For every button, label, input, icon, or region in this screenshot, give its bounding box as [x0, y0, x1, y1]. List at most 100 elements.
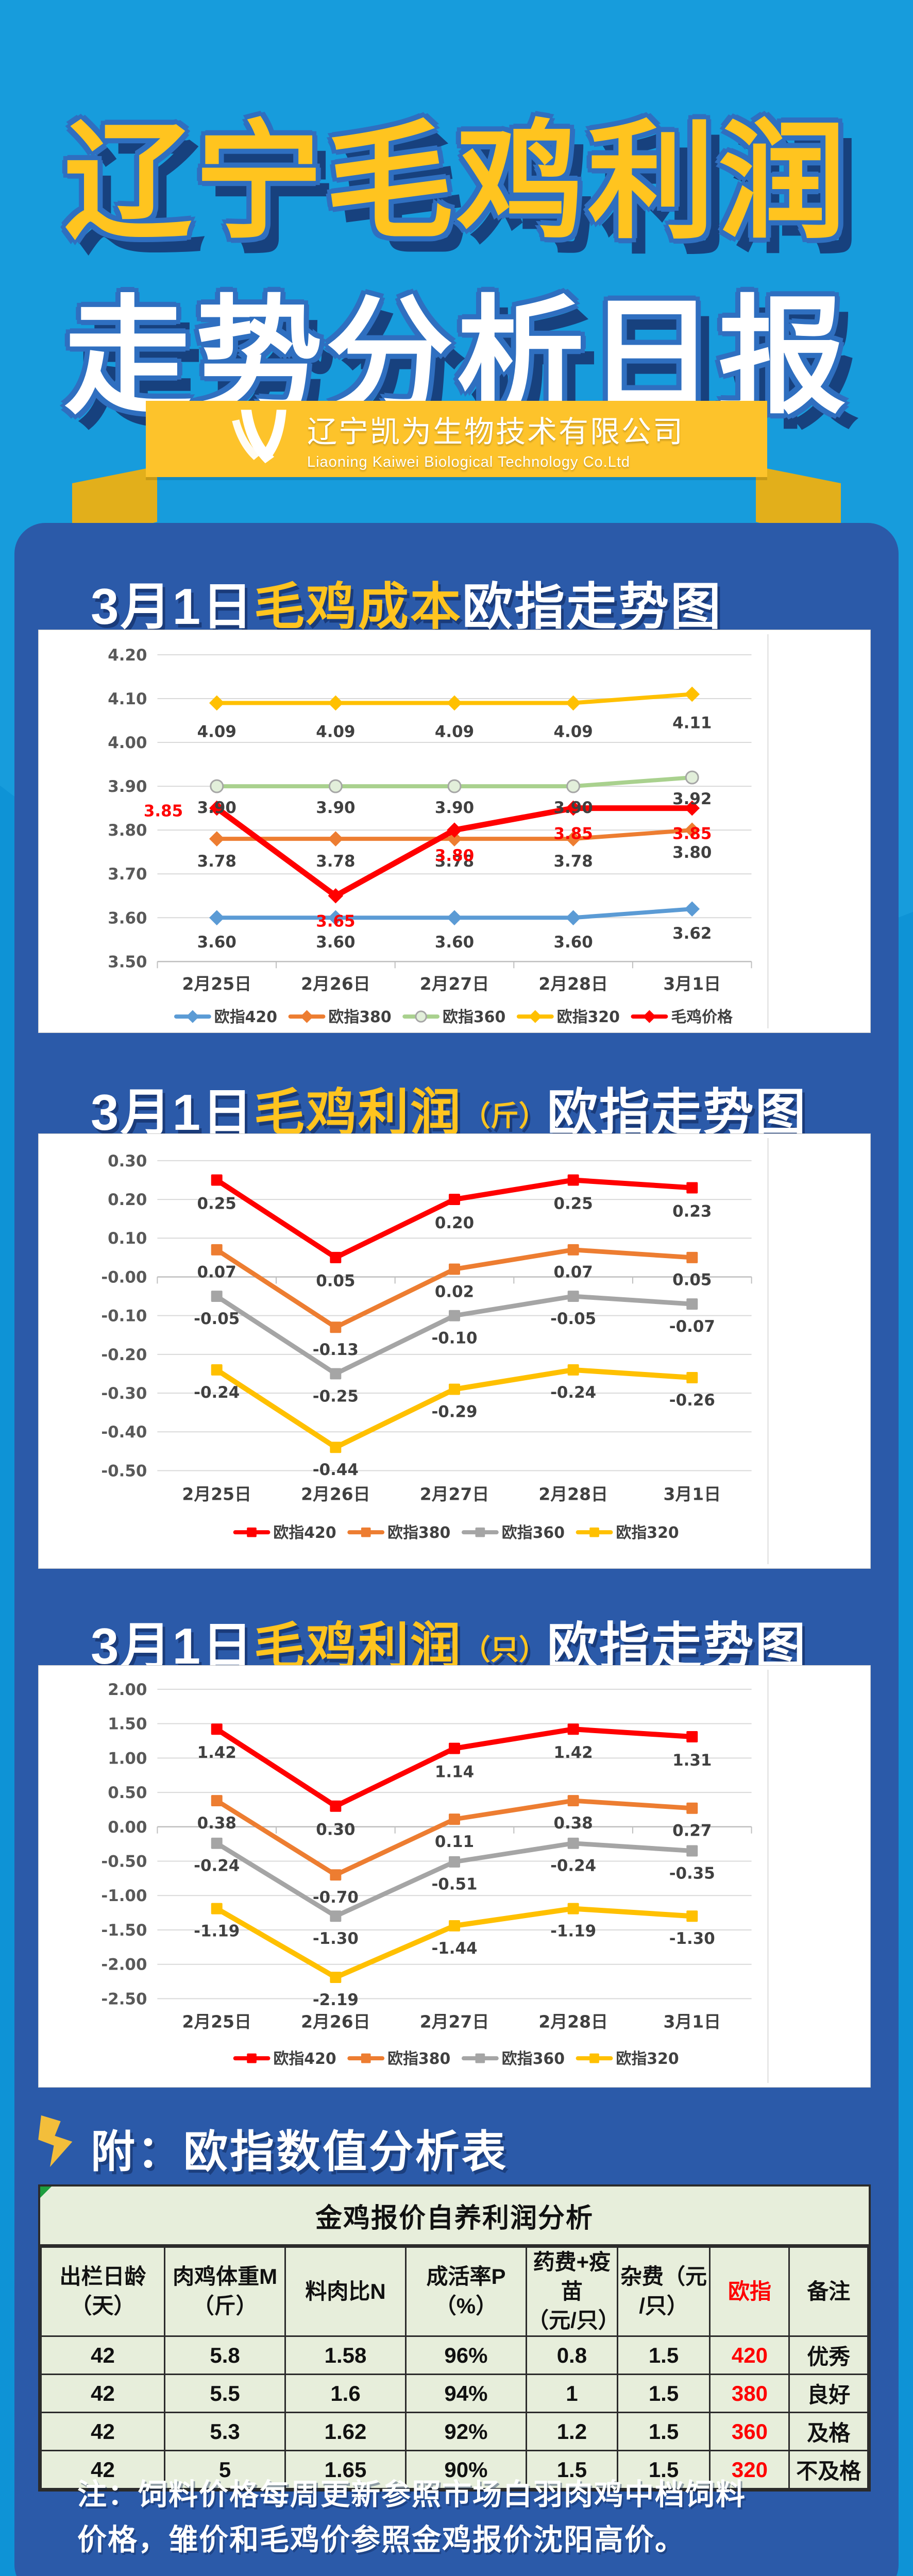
series-欧指360 — [210, 770, 699, 793]
table-row: 42 5.8 1.58 96% 0.8 1.5 420 优秀 — [40, 2335, 869, 2376]
table-corner-artifact — [40, 2187, 52, 2198]
table-cell: 1.5 — [526, 2450, 618, 2490]
data-label: 0.20 — [435, 1214, 474, 1232]
x-axis-label: 3月1日 — [663, 2011, 721, 2031]
legend-label: 欧指420 — [214, 1008, 277, 1026]
table-header-cell: 欧指 — [709, 2246, 790, 2337]
table-cell: 1.5 — [616, 2412, 711, 2452]
section-title-part: 3月1日 — [91, 578, 255, 635]
data-label: 3.78 — [316, 852, 355, 871]
table-header-cell: 料肉比N — [284, 2246, 407, 2337]
table-cell: 5.3 — [163, 2412, 286, 2452]
y-axis-label: 0.20 — [108, 1191, 147, 1209]
table-cell: 1.5 — [616, 2450, 711, 2490]
data-label: 0.05 — [672, 1271, 712, 1290]
company-name-block: 辽宁凯为生物技术有限公司 Liaoning Kaiwei Biological … — [307, 408, 684, 471]
y-axis-label: 3.80 — [108, 821, 147, 840]
data-labels-欧指360: 3.90 3.90 3.90 3.90 3.92 — [197, 790, 712, 817]
table-cell: 1.5 — [616, 2374, 711, 2414]
x-axis-label: 2月25日 — [182, 2011, 251, 2031]
table-title: 金鸡报价自养利润分析 — [40, 2187, 869, 2246]
data-label: 0.38 — [554, 1814, 593, 1833]
y-axis-label: -0.50 — [101, 1462, 147, 1480]
section-title-part: 毛鸡成本 — [254, 578, 463, 635]
table-cell: 良好 — [788, 2374, 869, 2414]
table-cell: 360 — [709, 2412, 790, 2452]
data-label: 1.42 — [197, 1743, 236, 1762]
section-title-part: （只） — [462, 1634, 547, 1666]
table-header-cell: 成活率P （%） — [404, 2246, 528, 2337]
footnote-text: 注：饲料价格每周更新参照市场白羽肉鸡中档饲料 价格，雏价和毛鸡价参照金鸡报价沈阳… — [77, 2478, 746, 2557]
y-axis-label: 0.50 — [108, 1784, 147, 1802]
x-axis-label: 2月27日 — [420, 2011, 489, 2031]
table-cell: 42 — [40, 2450, 165, 2490]
company-name-cn: 辽宁凯为生物技术有限公司 — [307, 415, 684, 449]
x-axis-label: 2月25日 — [182, 1484, 251, 1504]
table-cell: 5 — [163, 2450, 286, 2490]
y-axis-label: 1.50 — [108, 1715, 147, 1734]
analysis-table: 出栏日龄 （天） 肉鸡体重M （斤） 料肉比N 成活率P （%） 药费+疫苗 （元/只）… — [40, 2246, 869, 2490]
data-label: 4.09 — [316, 722, 355, 741]
chart-legend: 欧指420 欧指380 欧指360 欧指320 毛鸡价格 — [174, 1008, 733, 1026]
data-label: 0.02 — [435, 1282, 474, 1301]
data-labels-欧指380: 0.07 -0.13 0.02 0.07 0.05 — [197, 1263, 712, 1359]
data-labels-欧指320: -1.19 -2.19 -1.44 -1.19 -1.30 — [194, 1922, 715, 2009]
section-title-part: 3月1日 — [91, 1084, 255, 1141]
company-logo-icon — [232, 410, 286, 464]
legend-label: 欧指320 — [616, 2050, 679, 2068]
data-labels-欧指320: -0.24 -0.44 -0.29 -0.24 -0.26 — [194, 1383, 715, 1479]
section-title-part: 3月1日 — [91, 1618, 255, 1674]
section-title-part: 欧指走势图 — [547, 1618, 807, 1674]
legend-label: 欧指420 — [273, 1524, 336, 1542]
data-label: 0.25 — [554, 1194, 593, 1213]
cost-trend-chart-svg: 4.20 4.10 4.00 3.90 3.80 3.70 3.60 3.50 2月25日 2月2… — [108, 634, 769, 1029]
table-header-cell: 药费+疫苗 （元/只） — [526, 2246, 620, 2337]
legend-label: 欧指380 — [387, 2050, 450, 2068]
data-label: 3.80 — [672, 843, 712, 862]
series-欧指380 — [211, 1795, 698, 1881]
data-labels-欧指380: 0.38 -0.70 0.11 0.38 0.27 — [197, 1814, 712, 1907]
data-labels-欧指380: 3.78 3.78 3.78 3.78 3.80 — [197, 843, 712, 871]
data-label: -0.05 — [194, 1310, 240, 1328]
section-title-part: 毛鸡利润 — [254, 1618, 463, 1674]
table-cell: 1.62 — [284, 2412, 407, 2452]
data-labels-欧指420: 0.25 0.05 0.20 0.25 0.23 — [197, 1194, 712, 1290]
data-label: 0.38 — [197, 1814, 236, 1833]
table-cell: 0.8 — [526, 2335, 618, 2376]
table-cell: 5.5 — [163, 2374, 286, 2414]
data-label: -1.19 — [194, 1922, 240, 1940]
profit-per-jin-chart-svg: 0.30 0.20 0.10 -0.00 -0.10 -0.20 -0.30 -0.40 -0.… — [101, 1138, 769, 1565]
data-label: 3.85 — [144, 802, 183, 821]
x-axis-label: 2月28日 — [538, 974, 608, 994]
data-labels-欧指420: 3.60 3.60 3.60 3.60 3.62 — [197, 924, 712, 952]
x-axis-label: 2月25日 — [182, 974, 252, 994]
table-header-cell: 出栏日龄 （天） — [40, 2246, 165, 2337]
section-title-cost-chart: 3月1日毛鸡成本欧指走势图 — [91, 566, 722, 639]
y-axis-label: 1.00 — [108, 1749, 147, 1768]
data-label: -0.10 — [431, 1329, 477, 1348]
table-cell: 1 — [526, 2374, 618, 2414]
y-axis-label: -1.50 — [101, 1921, 147, 1940]
data-label: -1.30 — [313, 1929, 359, 1948]
y-axis-label: 0.10 — [108, 1229, 147, 1248]
profit-per-bird-chart: 2.00 1.50 1.00 0.50 0.00 -0.50 -1.00 -1.50 -2.00… — [38, 1665, 871, 2088]
table-cell: 320 — [709, 2450, 790, 2490]
legend-label: 欧指360 — [502, 1524, 565, 1542]
chart-legend: 欧指420 欧指380 欧指360 欧指320 — [233, 1524, 679, 1542]
company-name-en: Liaoning Kaiwei Biological Technology Co… — [307, 453, 631, 470]
table-cell: 42 — [40, 2412, 165, 2452]
series-欧指380 — [209, 822, 700, 846]
table-cell: 1.5 — [616, 2335, 711, 2376]
data-label: 3.65 — [316, 912, 355, 931]
data-labels-毛鸡价格: 3.853.653.803.85 3.85 — [144, 802, 712, 931]
x-axis-label: 3月1日 — [664, 1484, 721, 1504]
data-label: 4.09 — [435, 722, 474, 741]
cost-trend-chart: 4.20 4.10 4.00 3.90 3.80 3.70 3.60 3.50 2月25日 2月2… — [38, 630, 871, 1033]
data-label: -1.30 — [669, 1929, 715, 1948]
y-axis-label: -0.50 — [101, 1852, 147, 1871]
x-axis-label: 2月26日 — [301, 1484, 370, 1504]
section-title-profit-per-bird-chart: 3月1日毛鸡利润（只）欧指走势图 — [91, 1605, 807, 1679]
y-axis-label: 3.60 — [108, 909, 147, 927]
legend-label: 欧指360 — [502, 2050, 565, 2068]
table-cell: 不及格 — [788, 2450, 869, 2490]
